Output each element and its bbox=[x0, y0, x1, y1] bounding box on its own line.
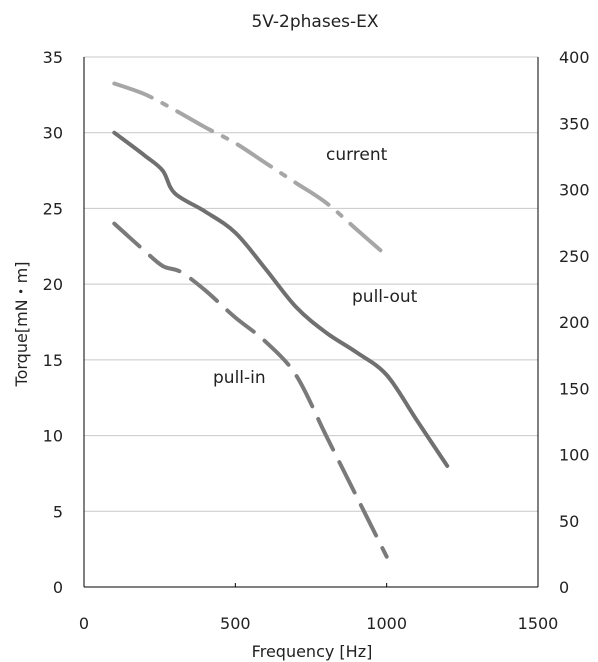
y-tick-label: 35 bbox=[43, 48, 63, 67]
x-axis-label: Frequency [Hz] bbox=[252, 642, 373, 661]
y-tick-label: 0 bbox=[53, 578, 63, 597]
y2-tick-label: 350 bbox=[559, 114, 590, 133]
y-tick-label: 30 bbox=[43, 124, 63, 143]
annotation-pull-out: pull-out bbox=[352, 287, 418, 307]
y2-tick-label: 300 bbox=[559, 181, 590, 200]
series-line-pull-in bbox=[112, 221, 389, 559]
tick-labels: 0 500 1000 15000510152025303505010015020025… bbox=[43, 48, 590, 633]
axes bbox=[83, 57, 539, 588]
x-tick-label: 500 bbox=[220, 614, 251, 633]
x-tick-label: 1000 bbox=[366, 614, 407, 633]
y-tick-label: 15 bbox=[43, 351, 63, 370]
gridlines bbox=[84, 56, 538, 512]
x-tick-label: 1500 bbox=[518, 614, 559, 633]
annotation-current: current bbox=[326, 145, 388, 165]
y2-tick-label: 250 bbox=[559, 247, 590, 266]
annotations: current pull-out pull-in bbox=[213, 145, 418, 388]
y-tick-label: 5 bbox=[53, 502, 63, 521]
y-tick-label: 20 bbox=[43, 275, 63, 294]
annotation-pull-in: pull-in bbox=[213, 368, 266, 388]
y2-tick-label: 0 bbox=[559, 578, 569, 597]
y-tick-label: 25 bbox=[43, 199, 63, 218]
y2-tick-label: 100 bbox=[559, 446, 590, 465]
y2-tick-label: 50 bbox=[559, 512, 579, 531]
y-axis-label: Torque[mN・m] bbox=[12, 262, 31, 388]
y2-tick-label: 200 bbox=[559, 313, 590, 332]
series-layer bbox=[112, 81, 450, 559]
x-tick-label: 0 bbox=[79, 614, 89, 633]
y2-tick-label: 400 bbox=[559, 48, 590, 67]
y2-tick-label: 150 bbox=[559, 379, 590, 398]
series-line-pull-out bbox=[112, 130, 450, 468]
series-line-current bbox=[112, 81, 389, 258]
y-tick-label: 10 bbox=[43, 427, 63, 446]
chart-title: 5V-2phases-EX bbox=[251, 12, 378, 32]
